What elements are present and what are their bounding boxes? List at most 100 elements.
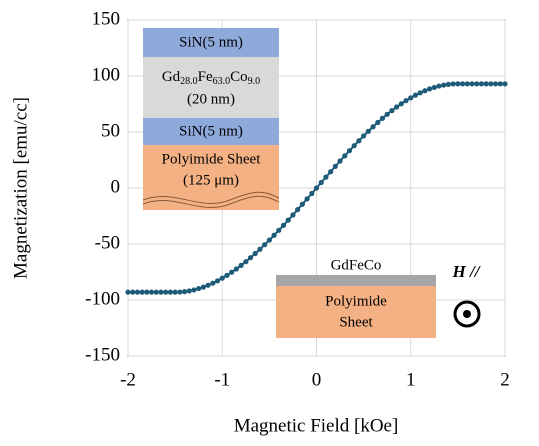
data-point [153, 289, 159, 295]
data-point [172, 289, 178, 295]
data-point [229, 269, 235, 275]
data-point [478, 81, 485, 87]
data-point [257, 246, 263, 252]
data-point [455, 81, 461, 87]
data-point [361, 133, 367, 139]
data-point [459, 81, 466, 87]
data-point [219, 275, 225, 281]
data-point [125, 289, 131, 295]
y-tick-label: -50 [95, 232, 120, 253]
wave [142, 191, 280, 204]
data-point [130, 289, 136, 295]
data-point [285, 217, 291, 223]
data-point [389, 108, 395, 114]
y-tick-label: -100 [85, 288, 120, 309]
x-tick-label: 0 [312, 369, 322, 390]
x-tick-label: 2 [500, 369, 510, 390]
data-point [431, 84, 437, 91]
data-point [469, 81, 475, 87]
data-point [252, 250, 258, 257]
data-point [271, 232, 277, 238]
data-point [158, 289, 164, 295]
data-point [214, 278, 221, 284]
layer-label: Polyimide Sheet [162, 151, 262, 167]
field-symbol [453, 300, 481, 328]
data-point [299, 201, 305, 207]
data-point [436, 83, 442, 89]
data-point [342, 153, 348, 159]
data-point [441, 82, 447, 88]
data-point [210, 280, 216, 286]
element: Gd [162, 69, 181, 85]
data-point [205, 282, 211, 288]
data-point [318, 179, 324, 186]
data-point [224, 272, 230, 278]
sheet-label: Sheet [339, 314, 373, 330]
data-point [417, 90, 423, 96]
gdfeco-layer [143, 57, 279, 118]
data-point [328, 169, 334, 175]
layer-label: SiN(5 nm) [179, 123, 243, 139]
data-point [304, 196, 310, 202]
data-point [346, 148, 353, 154]
data-point [492, 81, 499, 87]
data-point [412, 92, 419, 98]
wave [142, 195, 280, 208]
y-tick-label: 150 [92, 8, 121, 29]
sheet [276, 286, 436, 338]
y-tick-label: -150 [85, 344, 120, 365]
data-point [384, 111, 390, 117]
data-point [394, 104, 400, 110]
x-tick-label: -1 [214, 369, 230, 390]
y-tick-label: 0 [111, 176, 121, 197]
composition-label: Gd28.0Fe63.0Co9.0 [162, 69, 260, 87]
layer-stack-inset: SiN(5 nm) Gd28.0Fe63.0Co9.0 (20 nm) SiN(… [142, 28, 280, 210]
x-tick-label: -2 [120, 369, 136, 390]
data-point [247, 255, 254, 261]
data-point [295, 207, 301, 213]
data-point [266, 237, 272, 243]
data-point [163, 289, 169, 295]
data-point [186, 288, 192, 294]
data-point [177, 289, 183, 295]
polyimide-layer [143, 145, 279, 210]
layer-label: (125 μm) [183, 172, 239, 188]
data-point [200, 284, 206, 290]
data-point [323, 174, 329, 180]
data-point [191, 287, 197, 293]
y-axis-label: Magnetization [emu/cc] [10, 97, 31, 279]
film-label: GdFeCo [331, 257, 382, 273]
data-point [474, 81, 480, 87]
data-point [134, 289, 141, 295]
data-point [167, 289, 174, 295]
x-axis-label: Magnetic Field [kOe] [234, 415, 399, 436]
data-point [375, 119, 381, 126]
data-point [403, 98, 409, 104]
data-point [280, 222, 287, 228]
data-point [450, 81, 456, 87]
layer-label: (20 nm) [187, 91, 235, 107]
data-point [351, 143, 357, 149]
element: Fe [198, 69, 213, 85]
geometry-inset: GdFeCo Polyimide Sheet H // [276, 257, 482, 338]
layer-label: SiN(5 nm) [179, 34, 243, 50]
sheet-label: Polyimide [325, 293, 387, 309]
data-point [243, 259, 249, 265]
subscript: 63.0 [213, 76, 231, 87]
film [276, 275, 436, 286]
data-point [488, 81, 494, 87]
data-point [181, 289, 188, 295]
data-point [337, 158, 343, 164]
data-point [262, 242, 268, 248]
data-point [370, 124, 376, 130]
sin-layer [143, 118, 279, 145]
data-point [464, 81, 470, 87]
data-point [290, 212, 296, 218]
data-point [139, 289, 145, 295]
data-point [309, 190, 315, 197]
data-point [313, 185, 320, 191]
field-label: H // [452, 262, 482, 281]
data-point [422, 88, 428, 94]
y-tick-label: 100 [92, 64, 121, 85]
